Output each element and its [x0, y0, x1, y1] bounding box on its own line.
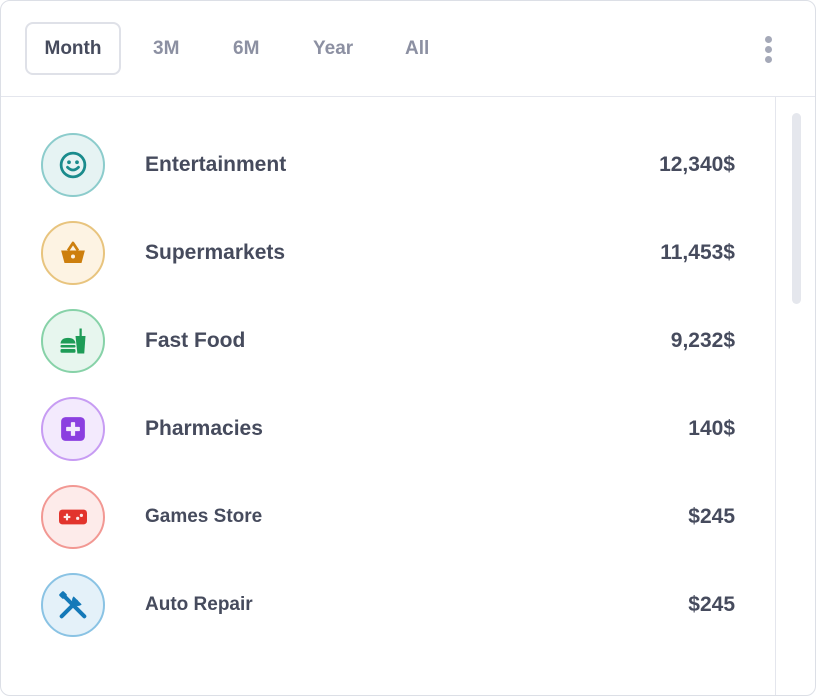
list-item[interactable]: Pharmacies 140$ [1, 385, 775, 473]
scrollbar-thumb[interactable] [792, 113, 801, 304]
smile-icon [41, 133, 105, 197]
tab-month[interactable]: Month [25, 22, 121, 75]
list-item[interactable]: Games Store $245 [1, 473, 775, 561]
gamepad-icon [41, 485, 105, 549]
category-amount: 9,232$ [670, 329, 735, 352]
tab-3m[interactable]: 3M [153, 38, 180, 59]
period-tabs-header: Month 3M 6M Year All [1, 1, 815, 97]
basket-icon [41, 221, 105, 285]
category-amount: $245 [688, 593, 735, 616]
tab-6m[interactable]: 6M [233, 38, 260, 59]
scrollbar-track[interactable] [776, 97, 815, 695]
list-item[interactable]: Entertainment 12,340$ [1, 121, 775, 209]
category-amount: 12,340$ [659, 153, 735, 176]
category-label: Games Store [145, 506, 263, 527]
list-item[interactable]: Fast Food 9,232$ [1, 297, 775, 385]
fast-food-icon [41, 309, 105, 373]
category-label: Supermarkets [145, 241, 286, 264]
category-amount: 11,453$ [660, 241, 735, 264]
medical-plus-icon [41, 397, 105, 461]
category-label: Auto Repair [145, 594, 253, 615]
category-label: Pharmacies [145, 417, 263, 440]
category-label: Fast Food [145, 329, 246, 352]
tab-year[interactable]: Year [313, 38, 354, 59]
category-amount: 140$ [688, 417, 735, 440]
category-label: Entertainment [145, 153, 287, 176]
list-item[interactable]: Auto Repair $245 [1, 561, 775, 649]
tab-all[interactable]: All [405, 38, 430, 59]
more-vertical-icon[interactable] [757, 31, 781, 63]
category-list: Entertainment 12,340$ Supermarkets 11,45… [1, 97, 776, 695]
list-item[interactable]: Supermarkets 11,453$ [1, 209, 775, 297]
category-amount: $245 [688, 505, 735, 528]
tools-icon [41, 573, 105, 637]
